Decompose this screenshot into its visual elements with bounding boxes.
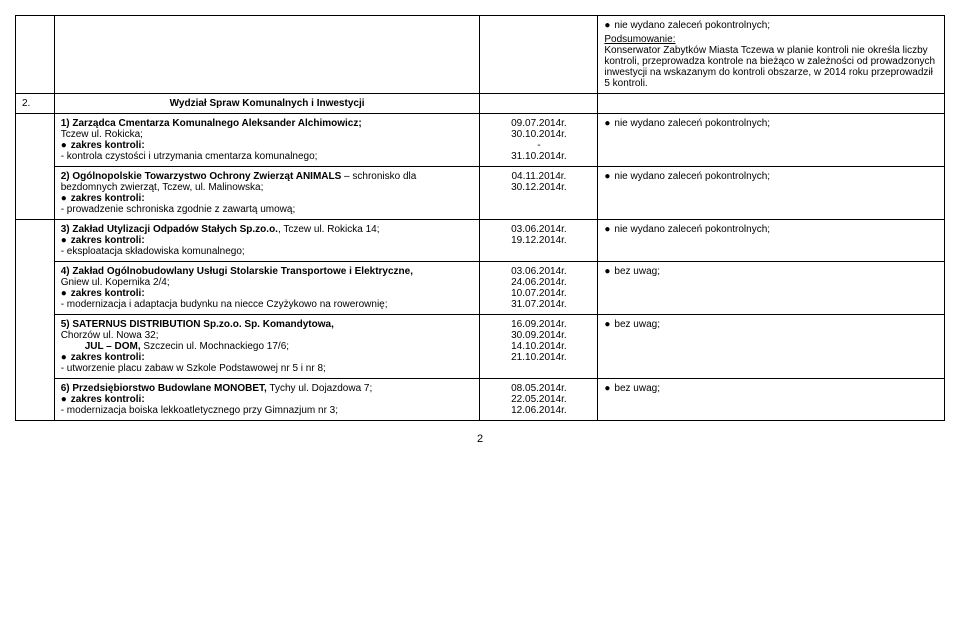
- scope-label: zakres kontroli:: [71, 193, 145, 204]
- bullet-icon: ●: [604, 224, 610, 235]
- entry-6-notes: ● bez uwag;: [598, 379, 945, 421]
- bullet-icon: ●: [604, 118, 610, 129]
- date: 30.09.2014r.: [486, 330, 591, 341]
- scope-label: zakres kontroli:: [71, 140, 145, 151]
- date: 16.09.2014r.: [486, 319, 591, 330]
- entry-2-notes: ● nie wydano zaleceń pokontrolnych;: [598, 167, 945, 220]
- cell-empty: [598, 94, 945, 114]
- entry-3-desc: 3) Zakład Utylizacji Odpadów Stałych Sp.…: [54, 220, 480, 262]
- cell-num: [16, 220, 55, 421]
- summary-body: Konserwator Zabytków Miasta Tczewa w pla…: [604, 45, 938, 89]
- entry-5-dates: 16.09.2014r. 30.09.2014r. 14.10.2014r. 2…: [480, 315, 598, 379]
- date: 31.10.2014r.: [486, 151, 591, 162]
- bullet-icon: ●: [604, 20, 610, 31]
- date: 03.06.2014r.: [486, 266, 591, 277]
- entry-sub-suffix: Szczecin ul. Mochnackiego 17/6;: [141, 341, 289, 352]
- entry-3-dates: 03.06.2014r. 19.12.2014r.: [480, 220, 598, 262]
- note-text: bez uwag;: [614, 266, 660, 277]
- cell-summary-notes: ● nie wydano zaleceń pokontrolnych; Pods…: [598, 16, 945, 94]
- entry-line: Tczew ul. Rokicka;: [61, 129, 474, 140]
- scope-label: zakres kontroli:: [71, 394, 145, 405]
- section-title: Wydział Spraw Komunalnych i Inwestycji: [54, 94, 480, 114]
- date: -: [486, 140, 591, 151]
- date: 19.12.2014r.: [486, 235, 591, 246]
- date: 30.12.2014r.: [486, 182, 591, 193]
- entry-1-notes: ● nie wydano zaleceń pokontrolnych;: [598, 114, 945, 167]
- scope-line: - kontrola czystości i utrzymania cmenta…: [61, 151, 474, 162]
- entry-4-notes: ● bez uwag;: [598, 262, 945, 315]
- entry-lead: 2) Ogólnopolskie Towarzystwo Ochrony Zwi…: [61, 171, 342, 182]
- entry-5-desc: 5) SATERNUS DISTRIBUTION Sp.zo.o. Sp. Ko…: [54, 315, 480, 379]
- bullet-icon: ●: [61, 235, 67, 246]
- entry-2-desc: 2) Ogólnopolskie Towarzystwo Ochrony Zwi…: [54, 167, 480, 220]
- entry-lead: 4) Zakład Ogólnobudowlany Usługi Stolars…: [61, 266, 474, 277]
- note-text: bez uwag;: [614, 383, 660, 394]
- section-number: 2.: [16, 94, 55, 114]
- entry-4-dates: 03.06.2014r. 24.06.2014r. 10.07.2014r. 3…: [480, 262, 598, 315]
- date: 08.05.2014r.: [486, 383, 591, 394]
- entry-suffix: , Tczew ul. Rokicka 14;: [278, 224, 380, 235]
- entry-lead: 6) Przedsiębiorstwo Budowlane MONOBET,: [61, 383, 267, 394]
- cell-empty: [480, 94, 598, 114]
- date: 22.05.2014r.: [486, 394, 591, 405]
- scope-line: - utworzenie placu zabaw w Szkole Podsta…: [61, 363, 474, 374]
- bullet-icon: ●: [61, 352, 67, 363]
- cell-num: [16, 114, 55, 220]
- cell-empty-date: [480, 16, 598, 94]
- date: 12.06.2014r.: [486, 405, 591, 416]
- bullet-icon: ●: [61, 288, 67, 299]
- date: 24.06.2014r.: [486, 277, 591, 288]
- date: 30.10.2014r.: [486, 129, 591, 140]
- note-text: nie wydano zaleceń pokontrolnych;: [614, 118, 770, 129]
- note-text: nie wydano zaleceń pokontrolnych;: [614, 171, 770, 182]
- bullet-icon: ●: [604, 383, 610, 394]
- entry-3-notes: ● nie wydano zaleceń pokontrolnych;: [598, 220, 945, 262]
- bullet-icon: ●: [604, 171, 610, 182]
- cell-empty-desc: [54, 16, 480, 94]
- date: 04.11.2014r.: [486, 171, 591, 182]
- date: 09.07.2014r.: [486, 118, 591, 129]
- cell-empty-num: [16, 16, 55, 94]
- bullet-icon: ●: [604, 266, 610, 277]
- entry-lead: 5) SATERNUS DISTRIBUTION Sp.zo.o. Sp. Ko…: [61, 319, 474, 330]
- entry-4-desc: 4) Zakład Ogólnobudowlany Usługi Stolars…: [54, 262, 480, 315]
- scope-label: zakres kontroli:: [71, 288, 145, 299]
- entry-6-desc: 6) Przedsiębiorstwo Budowlane MONOBET, T…: [54, 379, 480, 421]
- date: 10.07.2014r.: [486, 288, 591, 299]
- scope-label: zakres kontroli:: [71, 235, 145, 246]
- note-text: nie wydano zaleceń pokontrolnych;: [614, 20, 770, 31]
- note-text: nie wydano zaleceń pokontrolnych;: [614, 224, 770, 235]
- date: 31.07.2014r.: [486, 299, 591, 310]
- bullet-icon: ●: [61, 394, 67, 405]
- entry-sub-lead: JUL – DOM,: [85, 341, 141, 352]
- bullet-icon: ●: [61, 140, 67, 151]
- entry-lead: 3) Zakład Utylizacji Odpadów Stałych Sp.…: [61, 224, 278, 235]
- entry-1-desc: 1) Zarządca Cmentarza Komunalnego Aleksa…: [54, 114, 480, 167]
- scope-line: - modernizacja i adaptacja budynku na ni…: [61, 299, 474, 310]
- date: 03.06.2014r.: [486, 224, 591, 235]
- document-table: ● nie wydano zaleceń pokontrolnych; Pods…: [15, 15, 945, 421]
- entry-lead: 1) Zarządca Cmentarza Komunalnego Aleksa…: [61, 118, 362, 129]
- scope-line: - prowadzenie schroniska zgodnie z zawar…: [61, 204, 474, 215]
- date: 14.10.2014r.: [486, 341, 591, 352]
- scope-line: - modernizacja boiska lekkoatletycznego …: [61, 405, 474, 416]
- entry-5-notes: ● bez uwag;: [598, 315, 945, 379]
- note-text: bez uwag;: [614, 319, 660, 330]
- entry-2-dates: 04.11.2014r. 30.12.2014r.: [480, 167, 598, 220]
- date: 21.10.2014r.: [486, 352, 591, 363]
- entry-1-dates: 09.07.2014r. 30.10.2014r. - 31.10.2014r.: [480, 114, 598, 167]
- entry-suffix: Tychy ul. Dojazdowa 7;: [267, 383, 372, 394]
- bullet-icon: ●: [61, 193, 67, 204]
- scope-line: - eksploatacja składowiska komunalnego;: [61, 246, 474, 257]
- summary-heading: Podsumowanie:: [604, 34, 938, 45]
- scope-label: zakres kontroli:: [71, 352, 145, 363]
- entry-line: Gniew ul. Kopernika 2/4;: [61, 277, 474, 288]
- entry-6-dates: 08.05.2014r. 22.05.2014r. 12.06.2014r.: [480, 379, 598, 421]
- bullet-icon: ●: [604, 319, 610, 330]
- entry-line: Chorzów ul. Nowa 32;: [61, 330, 474, 341]
- page-number: 2: [15, 433, 945, 445]
